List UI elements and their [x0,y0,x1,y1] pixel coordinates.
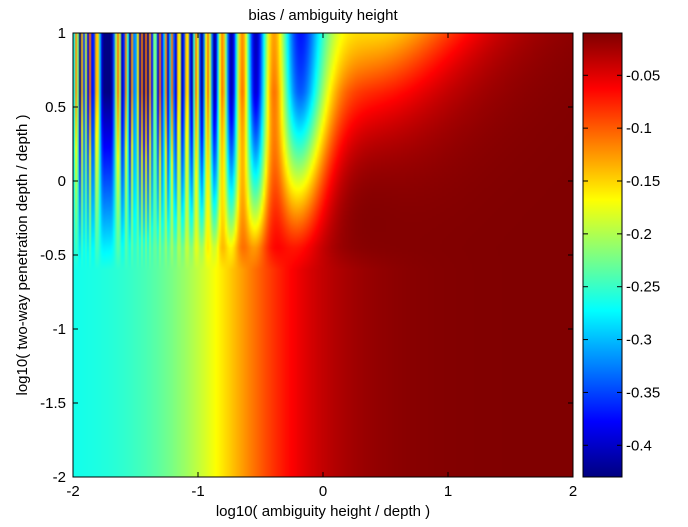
y-tick-label: 0 [58,173,66,190]
x-tick-label: 0 [319,483,327,500]
colorbar-ticks: -0.05 -0.1 -0.15 -0.2 -0.25 -0.3 -0.35 -0.4 [583,67,660,454]
x-tick-label: 1 [444,483,452,500]
colorbar-tick-label: -0.4 [626,437,652,454]
colorbar-tick-label: -0.1 [626,120,652,137]
x-tick-label: -1 [191,483,204,500]
x-axis: -2 -1 0 1 2 [66,33,577,500]
colorbar-tick-label: -0.3 [626,332,652,349]
y-axis-label: log10( two-way penetration depth / depth… [14,114,31,395]
y-tick-label: 1 [58,25,66,42]
colorbar-tick-label: -0.25 [626,279,660,296]
heatmap-image [73,33,573,477]
heatmap-surface [73,33,573,477]
y-tick-label: -1.5 [40,395,66,412]
y-tick-label: -0.5 [40,247,66,264]
y-tick-label: -1 [53,321,66,338]
colorbar-tick-label: -0.2 [626,226,652,243]
colorbar: -0.05 -0.1 -0.15 -0.2 -0.25 -0.3 -0.35 -0.4 [582,32,660,478]
colorbar-tick-label: -0.15 [626,173,660,190]
x-tick-label: 2 [569,483,577,500]
colorbar-fill [583,33,622,477]
y-tick-label: -2 [53,469,66,486]
chart-title: bias / ambiguity height [248,7,398,24]
colorbar-frame [582,32,623,478]
x-axis-label: log10( ambiguity height / depth ) [216,503,430,520]
y-tick-label: 0.5 [45,99,66,116]
y-axis: -2 -1.5 -1 -0.5 0 0.5 1 [40,25,573,486]
colorbar-tick-label: -0.05 [626,67,660,84]
x-tick-label: -2 [66,483,79,500]
colorbar-tick-label: -0.35 [626,384,660,401]
